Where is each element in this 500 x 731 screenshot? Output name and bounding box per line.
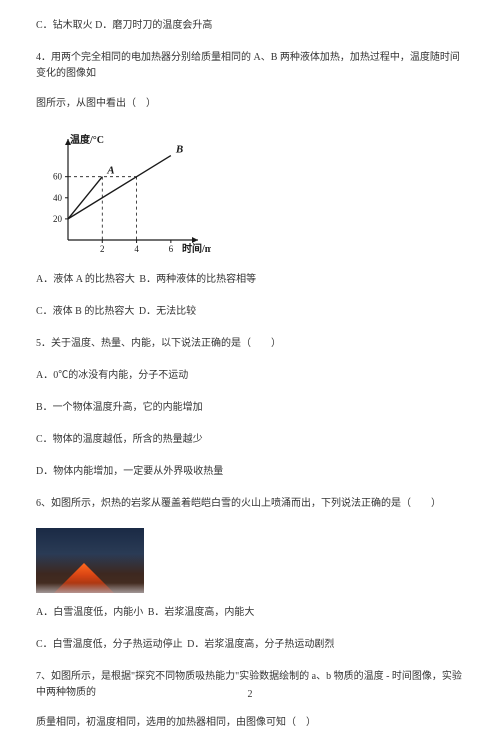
q6-opt-a: A．白雪温度低，内能小 [36,607,143,618]
q6-figure-volcano [36,528,144,593]
q5-opt-a: A．0℃的冰没有内能，分子不运动 [36,368,464,384]
q5-opt-d: D．物体内能增加，一定要从外界吸收热量 [36,464,464,480]
svg-text:20: 20 [53,214,63,224]
q5-opt-b: B．一个物体温度升高，它的内能增加 [36,400,464,416]
svg-text:B: B [175,144,183,156]
q4-opt-c: C．液体 B 的比热容大 [36,306,134,317]
q4-stem-line2: 图所示，从图中看出（ ） [36,96,464,112]
svg-text:40: 40 [53,193,63,203]
q7-stem-line2: 质量相同，初温度相同，选用的加热器相同，由图像可知（ ） [36,715,464,731]
svg-text:时间/min: 时间/min [182,242,211,255]
q4-chart: 20 40 60 2 4 6 温度/°C 时间/min A B [36,128,211,258]
q3-opt-c: C．钻木取火 [36,20,93,31]
q6-stem: 6、如图所示，炽热的岩浆从覆盖着皑皑白雪的火山上喷涌而出，下列说法正确的是（ ） [36,496,464,512]
q4-opt-a: A．液体 A 的比热容大 [36,274,135,285]
q4-chart-svg: 20 40 60 2 4 6 温度/°C 时间/min A B [36,128,211,258]
svg-text:6: 6 [169,244,174,254]
q6-options-ab: A．白雪温度低，内能小 B．岩浆温度高，内能大 [36,605,464,621]
page-number: 2 [0,689,500,700]
svg-text:2: 2 [100,244,105,254]
svg-text:A: A [106,165,114,177]
q5-stem: 5．关于温度、热量、内能，以下说法正确的是（ ） [36,336,464,352]
svg-text:温度/°C: 温度/°C [70,133,104,146]
q6-opt-d: D．岩浆温度高，分子热运动剧烈 [187,639,334,650]
q4-opt-b: B．两种液体的比热容相等 [139,274,256,285]
svg-text:4: 4 [134,244,139,254]
q5-opt-c: C．物体的温度越低，所含的热量越少 [36,432,464,448]
q4-stem-line1: 4．用两个完全相同的电加热器分别给质量相同的 A、B 两种液体加热，加热过程中，… [36,50,464,82]
q6-opt-b: B．岩浆温度高，内能大 [148,607,255,618]
q4-options-ab: A．液体 A 的比热容大 B．两种液体的比热容相等 [36,272,464,288]
q4-opt-d: D．无法比较 [139,306,196,317]
q4-options-cd: C．液体 B 的比热容大 D．无法比较 [36,304,464,320]
q3-options-cd: C．钻木取火 D．磨刀时刀的温度会升高 [36,18,464,34]
q6-opt-c: C．白雪温度低，分子热运动停止 [36,639,183,650]
svg-text:60: 60 [53,172,63,182]
q3-opt-d: D．磨刀时刀的温度会升高 [95,20,212,31]
q6-options-cd: C．白雪温度低，分子热运动停止 D．岩浆温度高，分子热运动剧烈 [36,637,464,653]
